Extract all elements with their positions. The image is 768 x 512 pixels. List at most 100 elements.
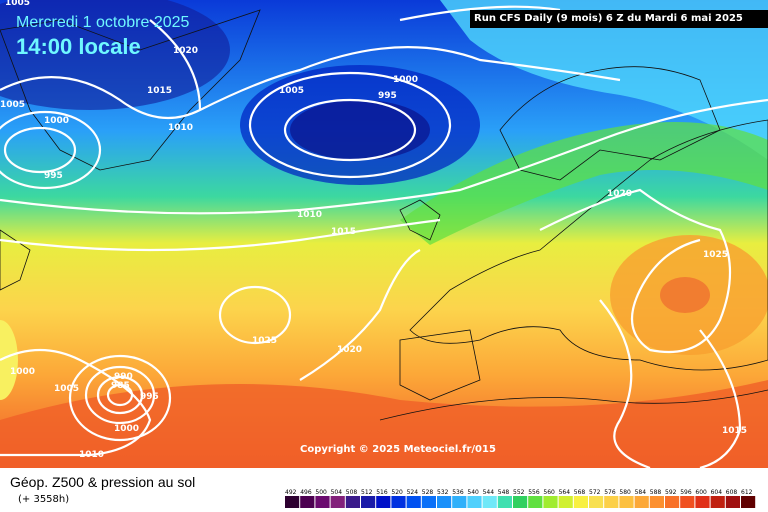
scale-color-box: [285, 496, 300, 508]
scale-tick-label: 496: [300, 489, 312, 496]
scale-tick-label: 576: [604, 489, 616, 496]
green-band: [400, 122, 768, 245]
isobar-labels: 1005 1020 1015 1005 1000 1010 995 1005 1…: [0, 0, 747, 460]
isobar: [248, 71, 452, 179]
isobar: [0, 98, 768, 215]
isobar-label: 1010: [297, 210, 322, 220]
scale-color-box: [634, 496, 649, 508]
scale-color-box: [528, 496, 543, 508]
scale-tick-label: 612: [741, 489, 753, 496]
scale-color-box: [406, 496, 421, 508]
map-canvas: 1005 1020 1015 1005 1000 1010 995 1005 1…: [0, 0, 768, 468]
isobar: [96, 375, 144, 415]
scale-color-box: [573, 496, 588, 508]
scale-tick-label: 568: [574, 489, 586, 496]
scale-color-box: [619, 496, 634, 508]
scale-tick-label: 540: [467, 489, 479, 496]
scale-tick-label: 560: [543, 489, 555, 496]
isobar-label: 1010: [79, 450, 104, 460]
yellow-bubble: [0, 320, 18, 400]
map-title: Géop. Z500 & pression au sol: [10, 474, 196, 490]
valid-date: Mercredi 1 octobre 2025: [16, 14, 190, 31]
isobar: [399, 5, 561, 22]
scale-boxes: [285, 496, 756, 508]
scale-tick-label: 584: [635, 489, 647, 496]
isobar: [599, 299, 651, 468]
weather-map: 1005 1020 1015 1005 1000 1010 995 1005 1…: [0, 0, 768, 468]
scale-color-box: [558, 496, 573, 508]
scale-color-box: [741, 496, 756, 508]
scale-color-box: [376, 496, 391, 508]
scale-color-box: [391, 496, 406, 508]
isobar: [106, 383, 134, 407]
europe-outline: [409, 119, 768, 371]
scale-tick-label: 600: [695, 489, 707, 496]
isobar-label: 995: [140, 392, 159, 402]
isobar: [149, 19, 202, 111]
isobar: [299, 249, 421, 381]
scale-tick-label: 592: [665, 489, 677, 496]
scale-tick-label: 596: [680, 489, 692, 496]
isobars: [0, 5, 768, 468]
scale-color-box: [421, 496, 436, 508]
scale-color-box: [725, 496, 740, 508]
scale-color-box: [695, 496, 710, 508]
high-height-core: [660, 277, 710, 313]
valid-time: 14:00 locale: [16, 34, 141, 59]
scale-tick-label: 520: [391, 489, 403, 496]
scale-tick-label: 556: [528, 489, 540, 496]
copyright: Copyright © 2025 Meteociel.fr/015: [300, 444, 496, 455]
isobar-label: 1025: [252, 336, 277, 346]
isobar: [0, 218, 441, 252]
scale-tick-label: 588: [650, 489, 662, 496]
low-height-core: [290, 100, 430, 160]
scale-color-box: [330, 496, 345, 508]
scale-tick-label: 532: [437, 489, 449, 496]
isobar: [84, 365, 156, 425]
scale-tick-label: 552: [513, 489, 525, 496]
isobar: [68, 354, 172, 442]
scale-color-box: [710, 496, 725, 508]
scale-tick-label: 544: [483, 489, 495, 496]
scale-color-box: [649, 496, 664, 508]
scale-tick-label: 604: [711, 489, 723, 496]
scale-color-box: [345, 496, 360, 508]
scale-tick-label: 500: [315, 489, 327, 496]
isobar: [699, 329, 742, 468]
color-scale: 492 496 500 504 508 512 516 520 524 528 532 536 540 5…: [285, 489, 756, 508]
scale-tick-label: 572: [589, 489, 601, 496]
iberia-outline: [399, 329, 481, 401]
scale-tick-label: 548: [498, 489, 510, 496]
isobar: [0, 110, 102, 190]
scale-color-box: [497, 496, 512, 508]
run-info: Run CFS Daily (9 mois) 6 Z du Mardi 6 ma…: [470, 10, 768, 28]
scale-color-box: [452, 496, 467, 508]
isobar-label: 995: [378, 91, 397, 101]
isobar-label: 1005: [279, 86, 304, 96]
isobar-label: 1000: [393, 75, 418, 85]
isobar-label: 985: [111, 381, 130, 391]
warm-south-band: [0, 380, 768, 468]
scale-ticks: 492 496 500 504 508 512 516 520 524 528 532 536 540 5…: [285, 489, 753, 496]
cyan-band: [440, 0, 768, 160]
isobar: [3, 126, 77, 174]
scale-tick-label: 512: [361, 489, 373, 496]
scale-color-box: [604, 496, 619, 508]
greenland-outline: [0, 9, 261, 171]
uk-outline: [399, 199, 441, 241]
isobar-label: 1015: [331, 227, 356, 237]
isobar-label: 1000: [44, 116, 69, 126]
isobar-label: 1015: [147, 86, 172, 96]
scale-tick-label: 608: [726, 489, 738, 496]
isobar: [539, 188, 732, 354]
isobar-label: 1010: [168, 123, 193, 133]
isobar-label: 990: [114, 372, 133, 382]
scale-color-box: [513, 496, 528, 508]
north-africa-outline: [379, 389, 768, 421]
isobar-label: 1005: [5, 0, 30, 8]
scale-color-box: [315, 496, 330, 508]
isobar-label: 1015: [722, 426, 747, 436]
isobar-label: 1020: [173, 46, 198, 56]
scale-color-box: [437, 496, 452, 508]
scale-tick-label: 504: [331, 489, 343, 496]
